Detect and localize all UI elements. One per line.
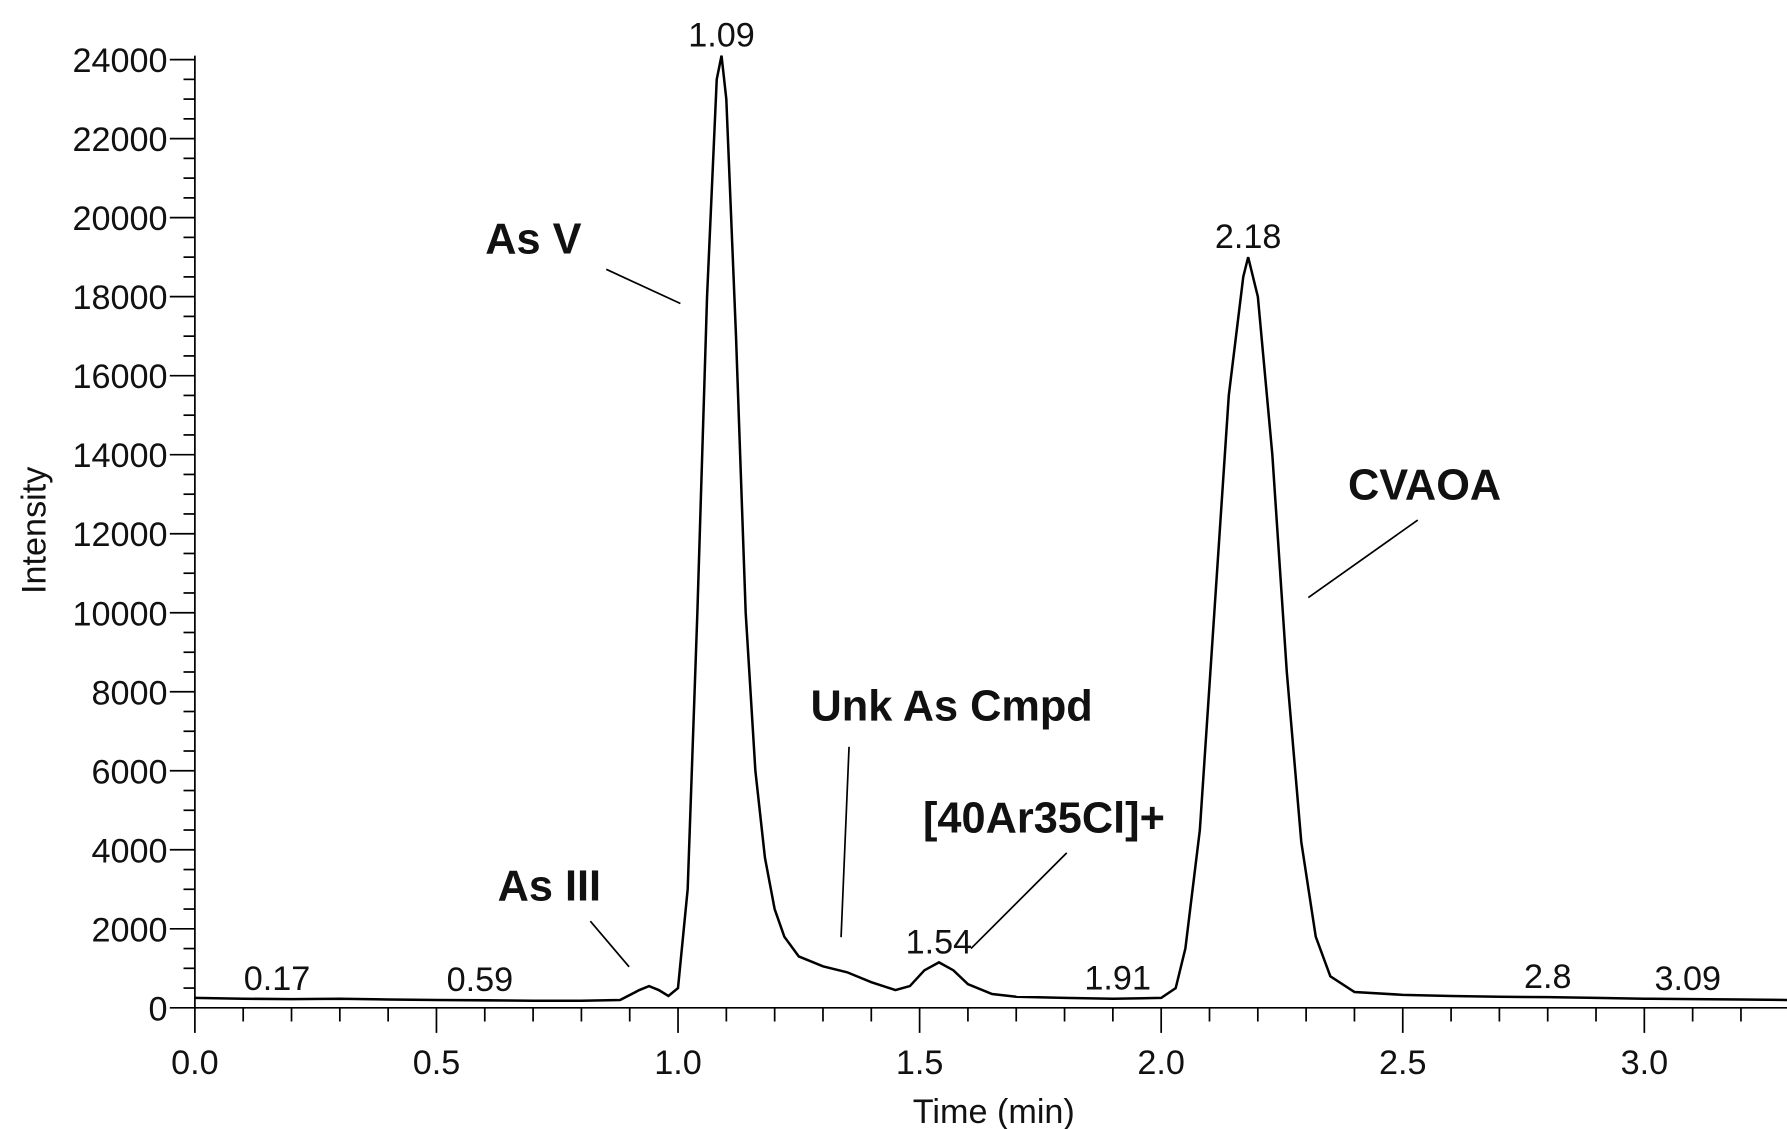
y-tick-label: 20000 <box>72 200 167 238</box>
x-tick-label: 0.5 <box>413 1044 461 1082</box>
x-tick-label: 1.5 <box>896 1044 944 1082</box>
x-axis-label: Time (min) <box>913 1093 1075 1129</box>
annotation: As III <box>498 863 601 911</box>
annotation: [40Ar35Cl]+ <box>923 794 1165 842</box>
annotation-leader <box>589 920 630 968</box>
y-tick-label: 14000 <box>72 437 167 475</box>
y-tick-label: 6000 <box>91 753 167 791</box>
peak-label: 2.18 <box>1215 218 1282 256</box>
annotation-leader <box>840 746 850 938</box>
x-tick-label: 2.0 <box>1137 1044 1185 1082</box>
x-tick-label: 2.5 <box>1379 1044 1427 1082</box>
peak-label: 0.17 <box>244 960 311 998</box>
annotation: CVAOA <box>1348 462 1501 510</box>
annotation: As V <box>485 215 581 263</box>
peak-label: 1.09 <box>688 17 755 55</box>
y-tick-label: 24000 <box>72 42 167 80</box>
annotation-leader <box>605 268 681 305</box>
peak-label: 0.59 <box>447 961 514 999</box>
y-tick-label: 8000 <box>91 674 167 712</box>
peak-label: 2.8 <box>1524 958 1572 996</box>
y-tick-label: 18000 <box>72 279 167 317</box>
peak-label: 3.09 <box>1655 960 1722 998</box>
y-tick-label: 16000 <box>72 358 167 396</box>
x-tick-label: 0.0 <box>171 1044 219 1082</box>
annotation-leader <box>1307 519 1419 599</box>
y-tick-label: 10000 <box>72 595 167 633</box>
y-tick-label: 22000 <box>72 121 167 159</box>
y-tick-label: 2000 <box>91 911 167 949</box>
x-tick-label: 1.0 <box>654 1044 702 1082</box>
peak-label: 1.54 <box>906 923 973 961</box>
peak-label: 1.91 <box>1084 960 1151 998</box>
y-tick-label: 4000 <box>91 832 167 870</box>
y-tick-label: 0 <box>149 990 168 1028</box>
y-tick-label: 12000 <box>72 516 167 554</box>
annotation: Unk As Cmpd <box>810 683 1092 731</box>
y-axis-label: Intensity <box>16 466 54 594</box>
trace <box>194 55 1787 1003</box>
annotation-leader <box>970 852 1068 950</box>
x-tick-label: 3.0 <box>1621 1044 1669 1082</box>
